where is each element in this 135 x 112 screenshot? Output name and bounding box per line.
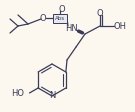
Text: ,: , <box>81 28 83 34</box>
Text: N: N <box>49 90 55 99</box>
Text: O: O <box>40 14 46 23</box>
Text: O: O <box>97 9 103 17</box>
Text: HO: HO <box>11 88 24 98</box>
Bar <box>53 14 67 23</box>
Text: Abs: Abs <box>55 15 65 20</box>
Text: HN: HN <box>66 24 78 32</box>
Text: O: O <box>59 4 65 14</box>
Text: OH: OH <box>114 22 126 30</box>
